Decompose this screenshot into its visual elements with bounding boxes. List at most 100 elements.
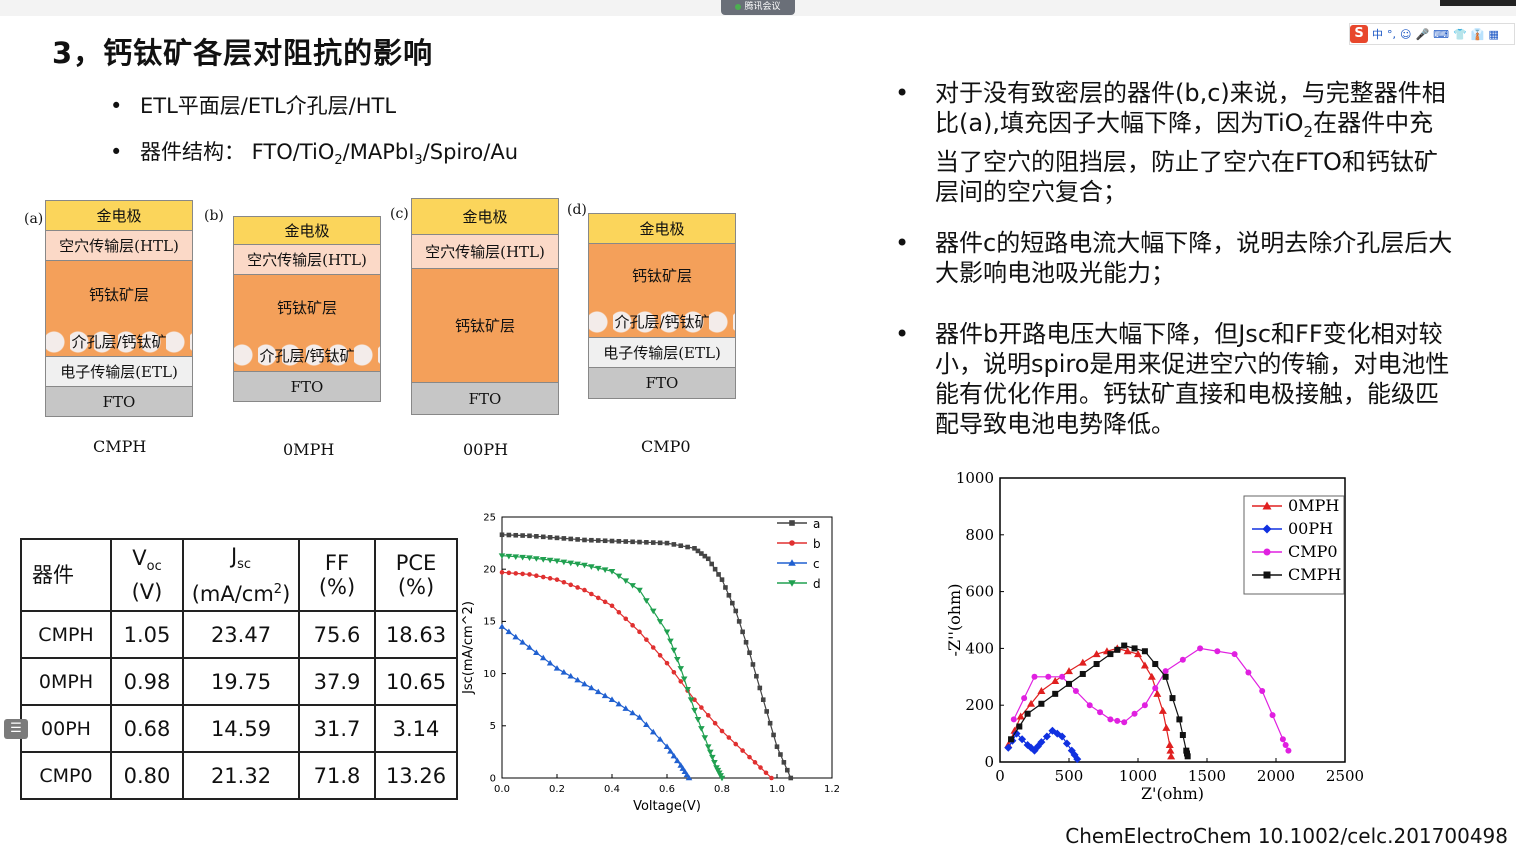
header-ff-main: FF xyxy=(324,551,350,575)
ime-punctuation-icon[interactable]: °, xyxy=(1387,27,1396,41)
legend-marker-0MPH xyxy=(1262,501,1272,510)
data-point-d xyxy=(674,656,681,663)
data-point-CMP0 xyxy=(1086,702,1093,709)
data-point-b xyxy=(758,765,763,770)
data-point-0MPH xyxy=(1065,667,1073,675)
data-point-a xyxy=(730,600,735,606)
data-point-CMP0 xyxy=(1214,648,1221,655)
data-point-d xyxy=(629,583,636,589)
data-point-b xyxy=(733,741,739,747)
window-corner-bar xyxy=(1440,0,1516,6)
legend-label-00PH: 00PH xyxy=(1288,519,1333,538)
data-point-d xyxy=(560,559,568,566)
x-tick-label: 1500 xyxy=(1188,767,1226,785)
data-point-d xyxy=(546,557,554,564)
bullet-structure-prefix: 器件结构： FTO/TiO xyxy=(140,140,335,164)
y-axis-label: -Z''(ohm) xyxy=(945,584,964,657)
plot-frame xyxy=(501,516,833,779)
data-point-d xyxy=(709,754,716,761)
data-point-b xyxy=(527,572,532,577)
header-jsc-main: J xyxy=(230,544,238,569)
bullet-structure: • 器件结构： FTO/TiO2/MAPbI3/Spiro/Au xyxy=(110,136,518,168)
data-point-d xyxy=(711,760,718,766)
data-point-a xyxy=(757,685,763,691)
data-point-d xyxy=(643,598,650,604)
data-point-a xyxy=(534,534,539,539)
header-voc-unit: (V) xyxy=(131,579,163,604)
data-point-c xyxy=(670,752,678,759)
ime-toolbar[interactable]: S 中 °, ☺ 🎤 ⌨ 👕 👔 ▦ xyxy=(1349,23,1515,45)
ime-tools-icon[interactable]: 👔 xyxy=(1470,27,1485,41)
data-point-a xyxy=(788,775,794,781)
side-menu-button[interactable]: ☰ xyxy=(4,719,28,739)
data-point-d xyxy=(608,568,616,575)
y-tick-label: 10 xyxy=(483,669,496,680)
legend-box xyxy=(1243,495,1345,595)
data-point-a xyxy=(692,546,697,551)
y-tick-label: 200 xyxy=(965,696,994,714)
subscript: sc xyxy=(237,557,252,573)
stack-label-cmp0: CMP0 xyxy=(641,437,691,456)
data-point-a xyxy=(575,537,580,542)
bullet-marker: • xyxy=(895,79,910,107)
data-point-a xyxy=(747,650,752,656)
nyquist-chart: 0 500 1000 1500 2000 250002004006008001000Z'(… xyxy=(945,469,1364,803)
ime-voice-icon[interactable]: 🎤 xyxy=(1415,27,1430,41)
bullet-layers-text: ETL平面层/ETL介孔层/HTL xyxy=(140,94,397,118)
right-bullet-1-text-b: 在器件中充当了空穴的阻挡层，防止了空穴在FTO和钙钛矿层间的空穴复合； xyxy=(935,109,1438,206)
x-axis-label: Z'(ohm) xyxy=(1141,784,1204,803)
data-point-d xyxy=(498,553,506,559)
header-jsc: Jsc (mA/cm2) xyxy=(182,538,300,612)
ime-skin-icon[interactable]: 👕 xyxy=(1453,27,1467,41)
data-point-CMP0 xyxy=(1059,673,1066,680)
sogou-logo-icon[interactable]: S xyxy=(1350,25,1368,43)
x-tick-label: 1.2 xyxy=(824,784,840,795)
data-point-c xyxy=(601,692,609,699)
layer-htl: 空穴传输层(HTL) xyxy=(234,245,380,275)
data-point-CMP0 xyxy=(1282,741,1289,748)
panel-letter-a: (a) xyxy=(24,211,44,227)
stack-label-00ph: 00PH xyxy=(463,440,509,459)
legend-marker-CMP0 xyxy=(1263,548,1271,556)
data-point-0MPH xyxy=(1162,723,1171,731)
data-point-c xyxy=(533,649,540,656)
data-point-a xyxy=(547,535,553,540)
y-tick-label: 0 xyxy=(984,753,994,771)
data-point-d xyxy=(694,716,702,723)
data-point-c xyxy=(636,714,643,720)
cell-device: CMPH xyxy=(20,610,112,659)
data-point-00PH xyxy=(1037,738,1046,747)
plot-frame xyxy=(999,477,1346,763)
data-point-CMP0 xyxy=(1107,716,1114,723)
data-point-b xyxy=(671,669,677,675)
data-point-00PH xyxy=(1067,746,1076,755)
header-voc-main: V xyxy=(132,546,147,571)
data-point-a xyxy=(616,538,622,544)
ime-emoji-icon[interactable]: ☺ xyxy=(1400,27,1412,41)
meeting-signal-icon xyxy=(735,3,742,10)
x-tick-label: 500 xyxy=(1055,767,1084,785)
legend-marker-00PH xyxy=(1262,524,1272,534)
data-point-a xyxy=(609,538,615,544)
ime-menu-icon[interactable]: ▦ xyxy=(1488,27,1499,41)
data-point-a xyxy=(712,566,718,572)
data-point-CMPH xyxy=(1024,710,1031,717)
data-point-d xyxy=(512,554,520,560)
ime-keyboard-icon[interactable]: ⌨ xyxy=(1433,27,1450,41)
data-point-b xyxy=(650,645,656,650)
ime-chinese-mode[interactable]: 中 xyxy=(1372,28,1383,41)
meeting-status-pill[interactable]: 腾讯会议 xyxy=(721,0,795,15)
data-point-b xyxy=(575,585,580,590)
data-point-CMP0 xyxy=(1179,656,1186,663)
data-point-c xyxy=(667,748,674,754)
x-tick-label: 1000 xyxy=(1119,767,1157,785)
data-point-b xyxy=(712,720,718,726)
cell-ff: 75.6 xyxy=(298,610,376,659)
data-point-d xyxy=(656,619,664,625)
table-row: CMPH 1.05 23.47 75.6 18.63 xyxy=(20,610,458,659)
data-point-CMP0 xyxy=(1097,709,1104,716)
y-tick-label: 15 xyxy=(483,617,496,628)
data-point-d xyxy=(539,556,547,563)
data-point-b xyxy=(664,660,670,666)
data-point-c xyxy=(685,774,693,781)
